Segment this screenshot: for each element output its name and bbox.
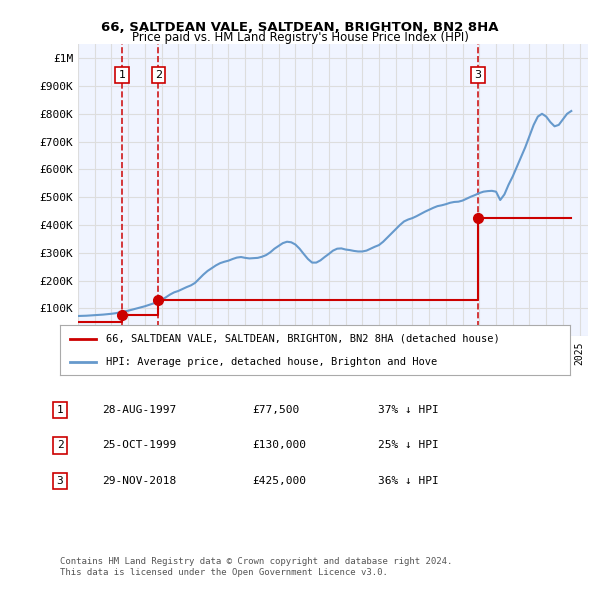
Text: 66, SALTDEAN VALE, SALTDEAN, BRIGHTON, BN2 8HA: 66, SALTDEAN VALE, SALTDEAN, BRIGHTON, B… [101, 21, 499, 34]
Text: 2: 2 [56, 441, 64, 450]
Text: 28-AUG-1997: 28-AUG-1997 [102, 405, 176, 415]
Text: 3: 3 [475, 70, 481, 80]
Text: £77,500: £77,500 [252, 405, 299, 415]
Text: 37% ↓ HPI: 37% ↓ HPI [378, 405, 439, 415]
Text: 36% ↓ HPI: 36% ↓ HPI [378, 476, 439, 486]
Text: Price paid vs. HM Land Registry's House Price Index (HPI): Price paid vs. HM Land Registry's House … [131, 31, 469, 44]
Text: 2: 2 [155, 70, 162, 80]
Text: Contains HM Land Registry data © Crown copyright and database right 2024.: Contains HM Land Registry data © Crown c… [60, 557, 452, 566]
Text: £130,000: £130,000 [252, 441, 306, 450]
Text: 1: 1 [119, 70, 126, 80]
Text: HPI: Average price, detached house, Brighton and Hove: HPI: Average price, detached house, Brig… [106, 357, 437, 367]
Text: 66, SALTDEAN VALE, SALTDEAN, BRIGHTON, BN2 8HA (detached house): 66, SALTDEAN VALE, SALTDEAN, BRIGHTON, B… [106, 333, 500, 343]
Text: 29-NOV-2018: 29-NOV-2018 [102, 476, 176, 486]
Text: 3: 3 [56, 476, 64, 486]
Text: 25% ↓ HPI: 25% ↓ HPI [378, 441, 439, 450]
Text: 25-OCT-1999: 25-OCT-1999 [102, 441, 176, 450]
Text: This data is licensed under the Open Government Licence v3.0.: This data is licensed under the Open Gov… [60, 568, 388, 577]
Text: 1: 1 [56, 405, 64, 415]
Text: £425,000: £425,000 [252, 476, 306, 486]
